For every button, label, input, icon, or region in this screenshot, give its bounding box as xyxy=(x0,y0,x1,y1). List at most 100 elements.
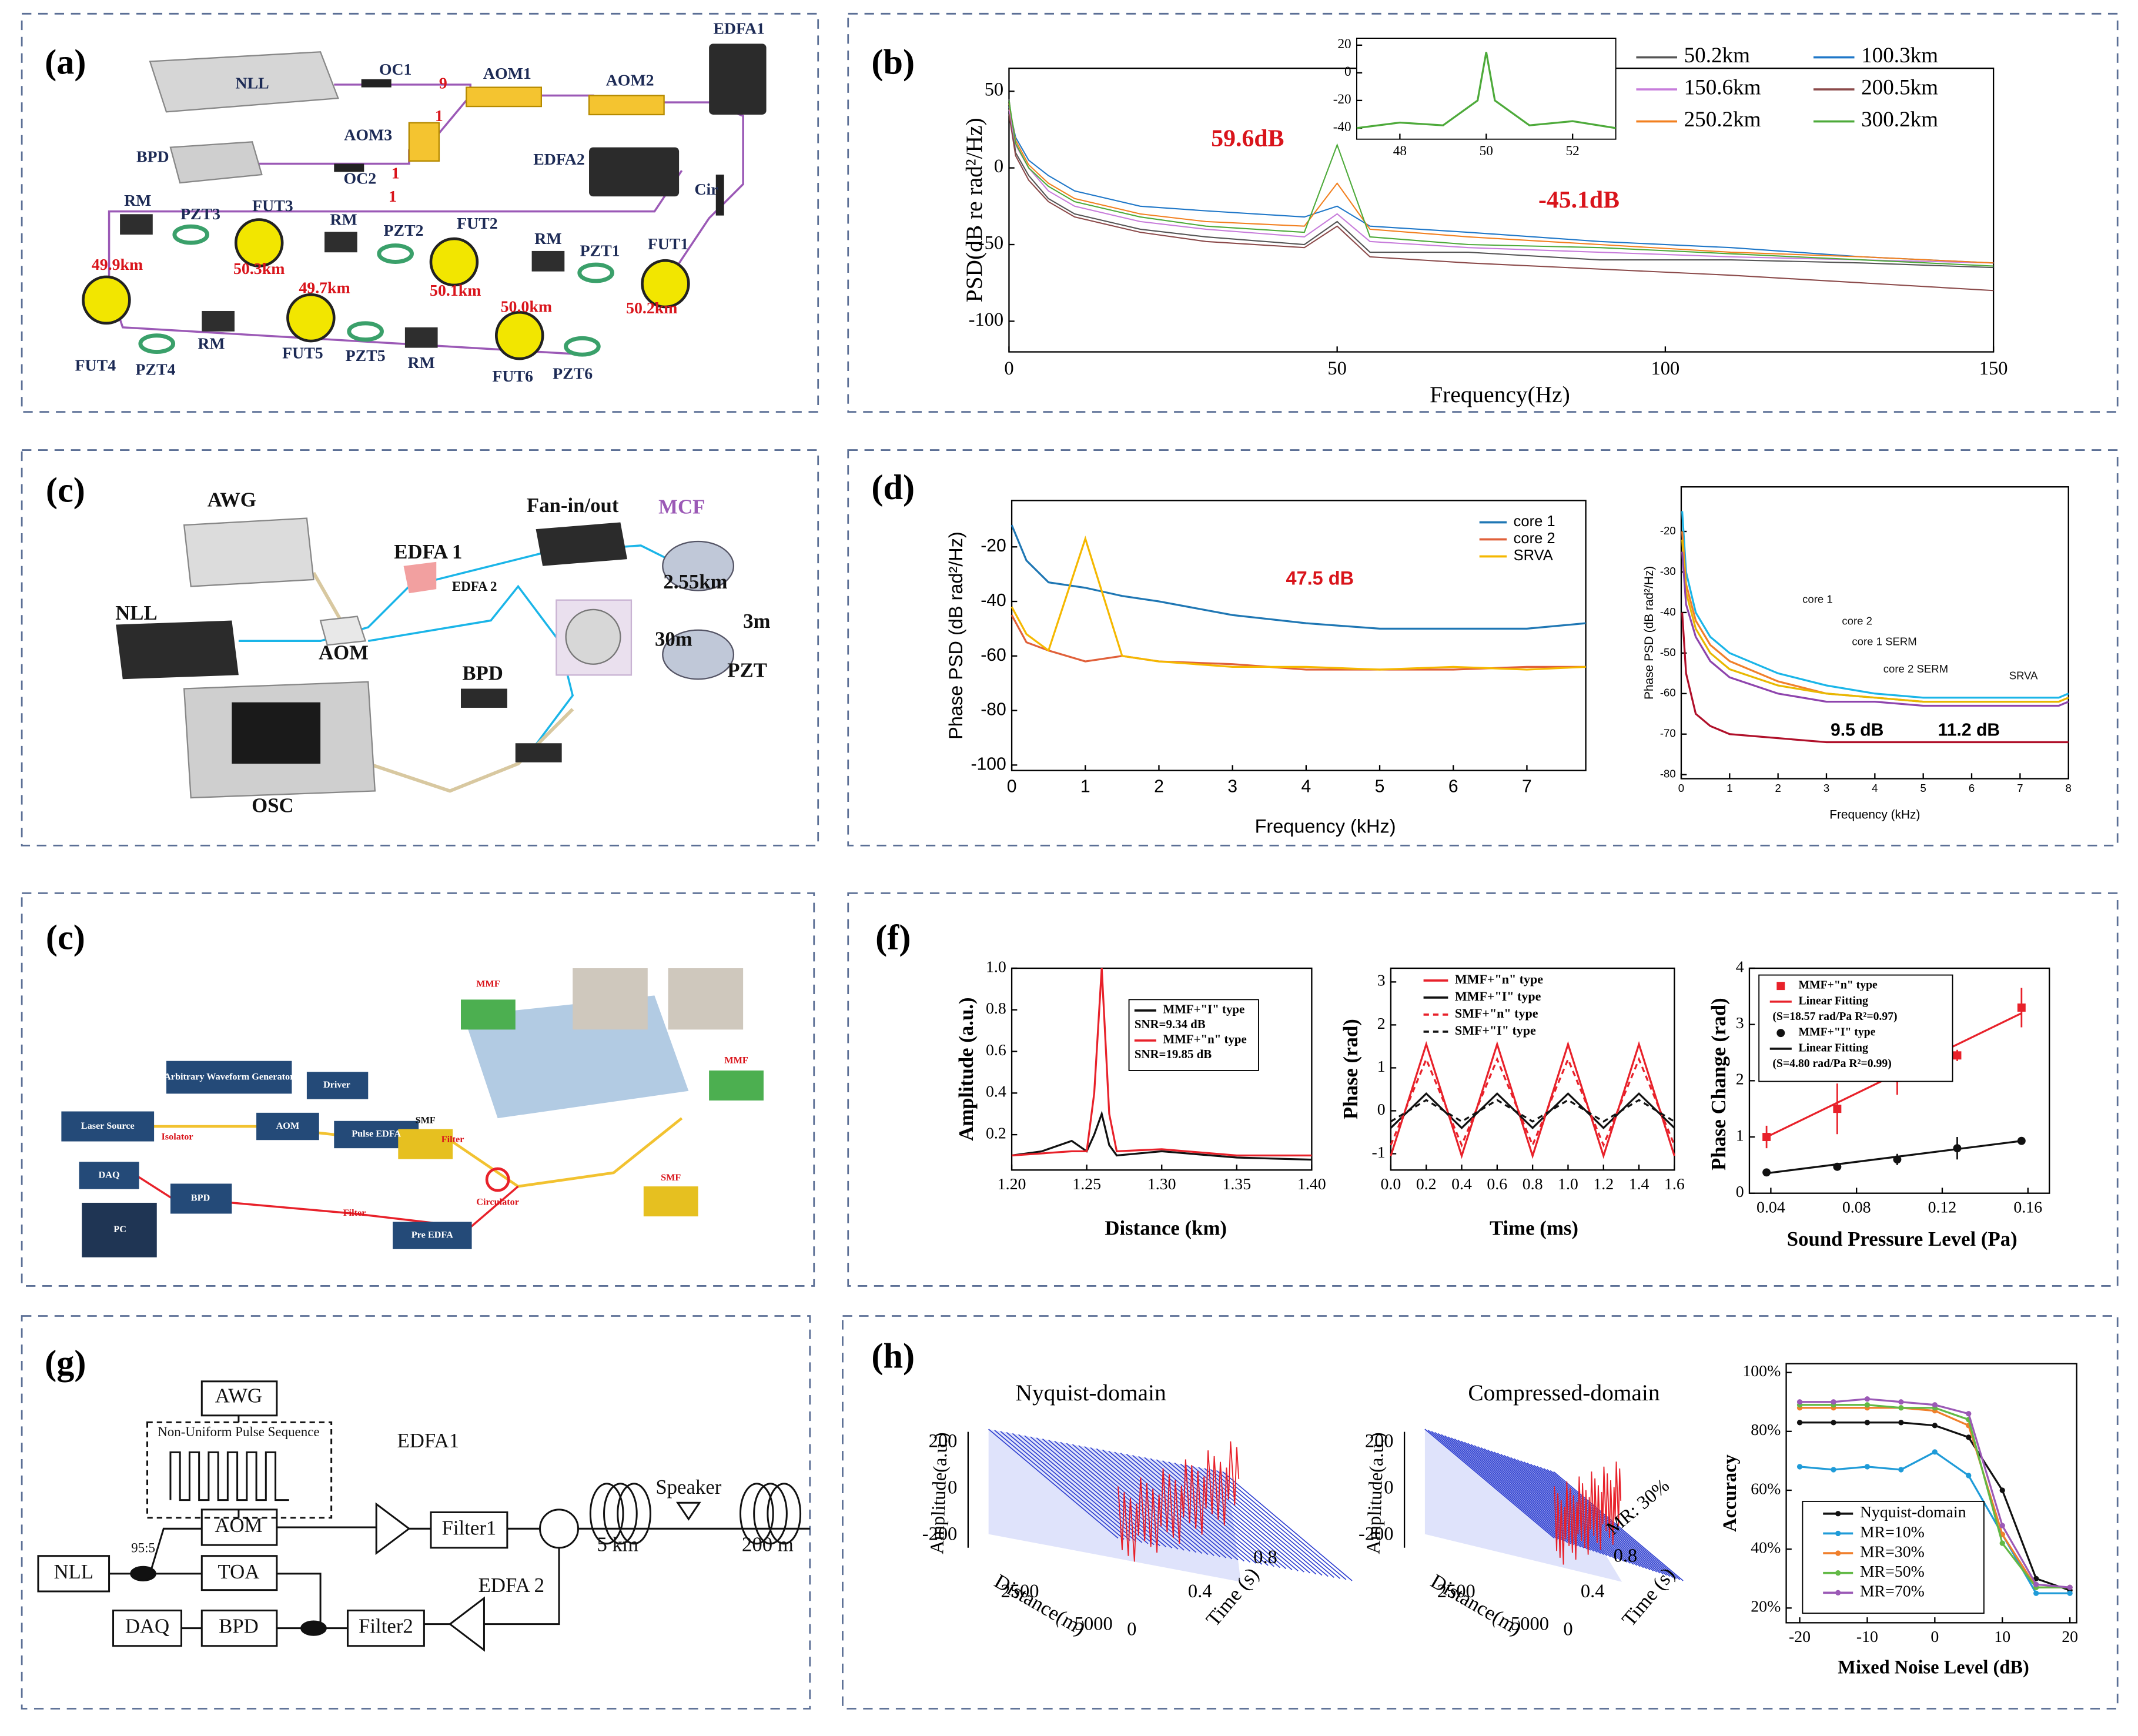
x-tick-label: 10 xyxy=(1994,1628,2010,1646)
chart: -20 -10 0 10 20 20% 40% 60% 80% 100% Mixed Noise L… xyxy=(1719,1362,2078,1678)
diagram-label: Non-Uniform Pulse Sequence xyxy=(158,1424,319,1439)
diagram-label: FUT4 xyxy=(75,356,116,374)
diagram-label: Circulator xyxy=(476,1197,519,1207)
legend-frame xyxy=(1758,974,1953,1082)
y-tick-label: -20 xyxy=(1333,92,1351,107)
legend-label: 50.2km xyxy=(1684,44,1750,68)
surface-tick-label: 5000 xyxy=(1075,1613,1113,1634)
x-tick-label: 0 xyxy=(1678,782,1684,794)
chart: 0 1 2 3 4 5 6 7 8 -20 -30 -40 -50 -60 -70 -80 Frequency … xyxy=(1642,486,2072,822)
surface-trace xyxy=(1108,1450,1239,1561)
y-tick-label: 1.0 xyxy=(986,958,1006,976)
series-marker xyxy=(1831,1420,1836,1426)
scatter-point xyxy=(2017,1136,2026,1145)
diagram-label: Isolator xyxy=(162,1131,193,1142)
legend-swatch xyxy=(1776,982,1785,991)
legend-label: core 1 xyxy=(1514,513,1555,530)
legend-label: 300.2km xyxy=(1861,108,1938,132)
diagram-label: 1 xyxy=(389,188,397,206)
surface-trace xyxy=(994,1430,1125,1540)
legend-label: 100.3km xyxy=(1861,44,1938,68)
diagram-label: 1 xyxy=(435,107,443,125)
diagram-label: FUT6 xyxy=(492,367,533,386)
x-axis-label: Mixed Noise Level (dB) xyxy=(1838,1657,2029,1678)
surface-trace xyxy=(1497,1453,1628,1563)
surface-trace xyxy=(1424,1429,1555,1539)
series-line xyxy=(1356,52,1616,129)
series-marker xyxy=(1999,1487,2005,1493)
legend-label: MMF+"n" type xyxy=(1798,979,1878,992)
x-tick-label: 3 xyxy=(1227,777,1237,796)
surface-trace xyxy=(1210,1469,1341,1579)
surface-tick-label: 5000 xyxy=(1511,1613,1549,1634)
legend-label: MMF+"n" type xyxy=(1163,1032,1247,1046)
series-marker xyxy=(2033,1581,2039,1587)
x-axis-label: Time (ms) xyxy=(1490,1216,1578,1239)
y-tick-label: -70 xyxy=(1660,727,1676,740)
y-tick-label: -100 xyxy=(971,754,1006,774)
diagram-label: 200 m xyxy=(742,1533,794,1556)
series-label: core 1 SERM xyxy=(1852,635,1916,648)
legend-label: 150.6km xyxy=(1684,76,1761,100)
surface-trace xyxy=(1467,1443,1598,1553)
surface-event xyxy=(1117,1441,1240,1562)
surface-trace xyxy=(1198,1467,1329,1577)
panel-label: (c) xyxy=(46,471,85,510)
y-tick-label: 20% xyxy=(1751,1598,1781,1616)
surface-trace xyxy=(1444,1435,1575,1546)
surface-tick-label: -200 xyxy=(922,1523,958,1544)
surface-trace xyxy=(1084,1446,1214,1556)
diagram-label: RM xyxy=(534,230,561,248)
x-tick-label: 0.04 xyxy=(1756,1199,1785,1217)
series-marker xyxy=(1796,1399,1803,1405)
surface-tick-label: 0.4 xyxy=(1188,1581,1212,1602)
diagram-label: Laser Source xyxy=(81,1120,135,1131)
x-tick-label: 7 xyxy=(1522,777,1532,796)
x-tick-label: 0.12 xyxy=(1928,1199,1957,1217)
surface-trace xyxy=(1434,1431,1565,1542)
y-tick-label: 3 xyxy=(1736,1014,1744,1032)
chart: 1.20 1.25 1.30 1.35 1.40 0.2 0.4 0.6 0.8 1.0 Dista… xyxy=(955,958,1326,1239)
x-tick-label: 1.30 xyxy=(1147,1175,1176,1193)
y-tick-label: -40 xyxy=(1333,119,1351,135)
diagram-label: PZT2 xyxy=(384,222,424,240)
legend-frame xyxy=(1802,1500,1985,1614)
y-axis-label: Accuracy xyxy=(1719,1454,1741,1532)
plot-frame xyxy=(1680,486,2069,780)
x-tick-label: 0 xyxy=(1930,1628,1939,1646)
surface-title: Compressed-domain xyxy=(1468,1380,1660,1406)
y-axis-label: Phase PSD (dB rad²/Hz) xyxy=(1642,566,1656,700)
x-tick-label: 3 xyxy=(1824,782,1829,794)
scatter-point xyxy=(1833,1105,1842,1113)
series-marker xyxy=(1864,1464,1871,1470)
diagram-label: EDFA2 xyxy=(533,150,585,169)
surface-tick-label: 0.4 xyxy=(1581,1581,1605,1602)
series-marker xyxy=(1898,1399,1904,1405)
surface-plot xyxy=(967,1429,1353,1582)
surface-trace xyxy=(1500,1454,1631,1564)
legend-label: Linear Fitting xyxy=(1798,994,1868,1007)
surface-trace xyxy=(988,1429,1119,1539)
series-line xyxy=(1008,100,1994,267)
diagram-label: 50.3km xyxy=(233,260,285,278)
y-tick-label: -20 xyxy=(981,536,1006,556)
y-tick-label: 0.2 xyxy=(986,1124,1006,1142)
x-tick-label: 1.20 xyxy=(998,1175,1026,1193)
legend-note: (S=18.57 rad/Pa R²=0.97) xyxy=(1772,1010,1897,1023)
diagram-label: AWG xyxy=(208,489,256,511)
annotation: 59.6dB xyxy=(1211,125,1284,152)
annotation: 11.2 dB xyxy=(1938,720,2000,740)
surface-trace xyxy=(1156,1459,1287,1570)
surface-trace xyxy=(1543,1468,1674,1578)
x-tick-label: 50 xyxy=(1327,358,1346,379)
series-marker xyxy=(1898,1467,1904,1473)
series-label: SRVA xyxy=(2009,670,2038,682)
surface-trace xyxy=(1494,1451,1624,1562)
surface-trace xyxy=(1437,1433,1568,1543)
y-axis-label: Phase Change (rad) xyxy=(1707,998,1730,1170)
diagram-label: SMF xyxy=(661,1172,681,1183)
series-marker xyxy=(2033,1576,2039,1581)
legend-label: 200.5km xyxy=(1861,76,1938,100)
